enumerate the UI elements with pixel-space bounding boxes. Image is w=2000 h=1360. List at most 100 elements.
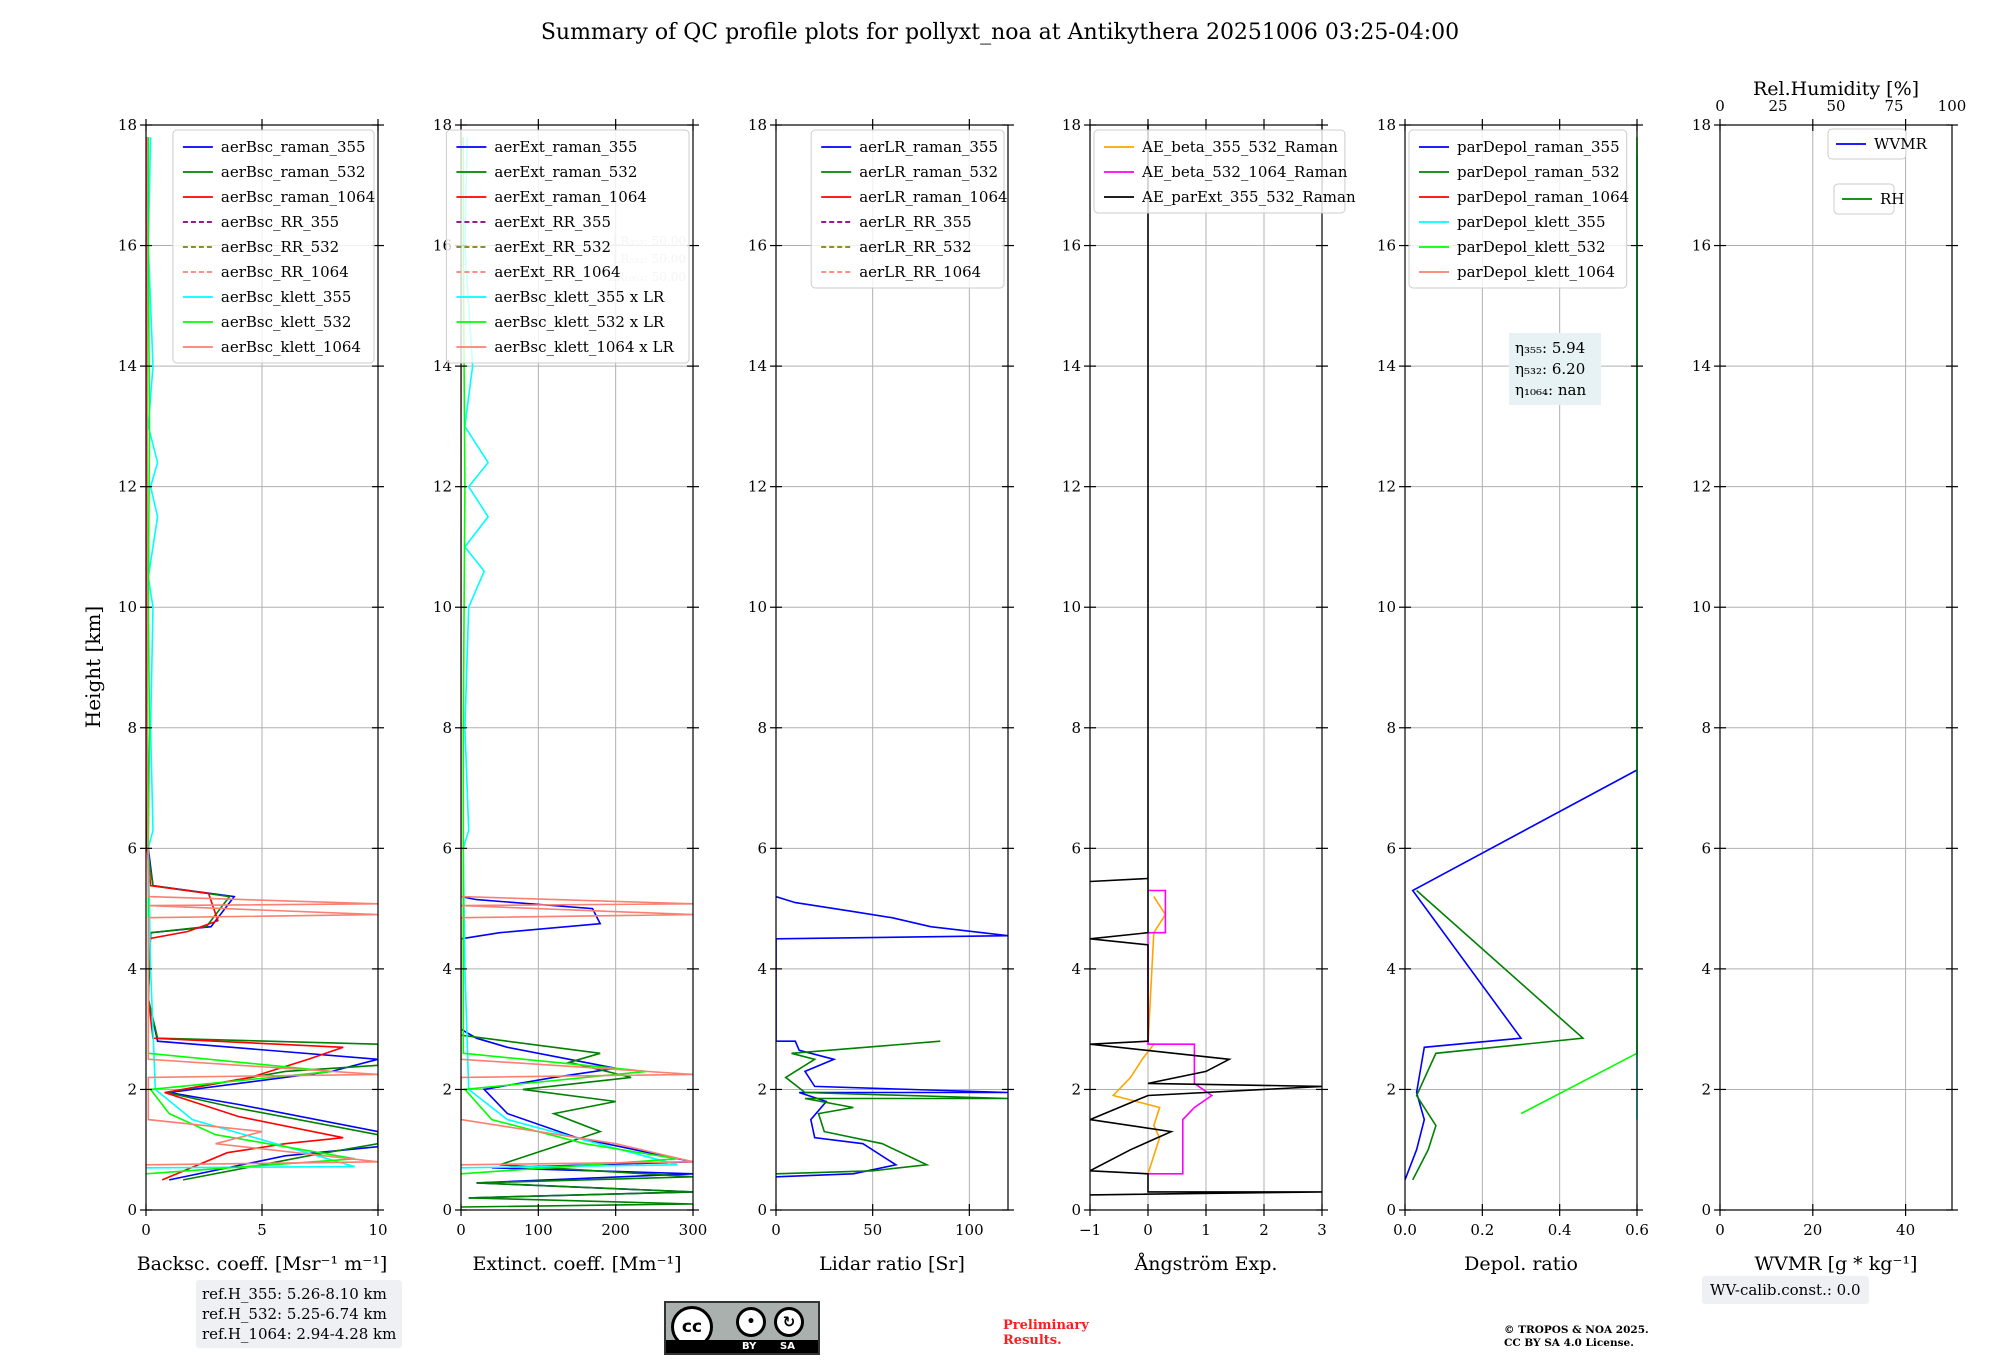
- series-ae-parext-355-532-raman: [1090, 125, 1323, 1196]
- y-tick-label: 6: [1071, 839, 1081, 857]
- legend-label: parDepol_raman_355: [1457, 138, 1620, 156]
- preliminary-note: Preliminary Results.: [1003, 1318, 1089, 1348]
- cc-by-sa-icon: cc • ↻ BY SA: [664, 1301, 820, 1355]
- legend-label: WVMR: [1874, 135, 1928, 153]
- y-tick-label: 4: [127, 960, 137, 978]
- series-aerbsc-klett-532-x-lr: [461, 137, 678, 1175]
- x-tick-label: 0: [771, 1221, 781, 1239]
- x-tick-label: 3: [1317, 1221, 1327, 1239]
- x-tick-label: 200: [601, 1221, 630, 1239]
- series-group: [461, 137, 693, 1208]
- panel-backscatter: 0 2 4 6 8 10 12 14 16 18 0 5 10 Backsc. coeff. [Msr⁻¹…: [118, 116, 388, 1275]
- legend-label: aerBsc_raman_532: [221, 163, 366, 181]
- wv-calibration-box: WV-calib.const.: 0.0: [1702, 1276, 1869, 1304]
- series-ae-beta-532-1064-raman: [1147, 889, 1214, 1175]
- y-tick-label: 12: [1692, 478, 1711, 496]
- legend: aerLR_raman_355 aerLR_raman_532 aerLR_rama…: [810, 129, 1008, 289]
- legend-label: aerLR_raman_1064: [859, 188, 1007, 206]
- y-tick-label: 18: [1692, 116, 1711, 134]
- x-tick-label: 300: [679, 1221, 708, 1239]
- legend-label: aerLR_raman_532: [859, 163, 998, 181]
- y-tick-label: 8: [1701, 719, 1711, 737]
- legend-label: aerExt_raman_532: [494, 163, 637, 181]
- legend: WVMR: [1827, 128, 1928, 160]
- y-tick-label: 16: [1692, 237, 1711, 255]
- y-tick-label: 12: [1377, 478, 1396, 496]
- y-tick-label: 14: [1377, 357, 1396, 375]
- series-aerbsc-klett-355-x-lr: [461, 137, 678, 1169]
- x-tick-label: 100: [524, 1221, 553, 1239]
- x-tick-label: 100: [955, 1221, 984, 1239]
- axes-frame: [1404, 124, 1638, 1211]
- legend-label: aerExt_raman_355: [494, 138, 637, 156]
- series-pardepol-raman-355: [1405, 769, 1638, 1181]
- x-tick-label: 0.4: [1548, 1221, 1572, 1239]
- legend-label: aerExt_RR_355: [494, 213, 611, 231]
- x-tick-label: −1: [1079, 1221, 1101, 1239]
- y-tick-label: 0: [757, 1201, 767, 1219]
- legend: aerBsc_raman_355 aerBsc_raman_532 aerBsc_r…: [172, 129, 375, 364]
- eta-value: η₁₀₆₄: nan: [1515, 381, 1586, 399]
- legend-label: AE_beta_532_1064_Raman: [1141, 163, 1348, 181]
- axes-frame: [460, 124, 694, 1211]
- y-tick-label: 10: [748, 598, 767, 616]
- axes-frame: [775, 124, 1009, 1211]
- y-tick-label: 2: [1701, 1080, 1711, 1098]
- legend: AE_beta_355_532_Raman AE_beta_532_1064_Ra…: [1093, 129, 1356, 214]
- series-group: [1405, 137, 1638, 1181]
- legend-label: RH: [1880, 190, 1904, 208]
- y-tick-label: 14: [748, 357, 767, 375]
- y-tick-label: 2: [442, 1080, 452, 1098]
- y-tick-label: 8: [757, 719, 767, 737]
- x-tick-label: 0: [141, 1221, 151, 1239]
- y-tick-label: 2: [1386, 1080, 1396, 1098]
- legend-label: parDepol_raman_532: [1457, 163, 1620, 181]
- y-tick-label: 6: [127, 839, 137, 857]
- eta-value: η₅₃₂: 6.20: [1515, 360, 1585, 378]
- y-tick-label: 14: [118, 357, 137, 375]
- x-tick-label: 10: [368, 1221, 387, 1239]
- cc-by-label: BY: [742, 1341, 757, 1352]
- y-tick-label: 18: [433, 116, 452, 134]
- legend-label: parDepol_klett_532: [1457, 238, 1606, 256]
- y-tick-label: 0: [442, 1201, 452, 1219]
- x-tick-label: 40: [1896, 1221, 1915, 1239]
- eta-value: η₃₅₅: 5.94: [1515, 339, 1585, 357]
- y-tick-label: 10: [433, 598, 452, 616]
- legend-label: aerBsc_klett_532 x LR: [494, 313, 665, 331]
- eta-box: η₃₅₅: 5.94 η₅₃₂: 6.20 η₁₀₆₄: nan: [1509, 333, 1601, 405]
- legend: parDepol_raman_355 parDepol_raman_532 parD…: [1408, 129, 1629, 289]
- legend-label: aerBsc_klett_355 x LR: [494, 288, 665, 306]
- legend-label: parDepol_klett_355: [1457, 213, 1606, 231]
- y-tick-label: 10: [118, 598, 137, 616]
- y-tick-label: 6: [1386, 839, 1396, 857]
- legend-label: aerBsc_RR_1064: [221, 263, 349, 281]
- legend-label: parDepol_raman_1064: [1457, 188, 1629, 206]
- legend-label: aerBsc_raman_1064: [221, 188, 375, 206]
- legend-label: aerExt_RR_532: [494, 238, 611, 256]
- legend-label: aerBsc_klett_1064: [221, 338, 361, 356]
- y-tick-label: 12: [748, 478, 767, 496]
- legend-label: aerBsc_klett_532: [221, 313, 352, 331]
- legend-label: parDepol_klett_1064: [1457, 263, 1615, 281]
- series-aerext-raman-532: [461, 1034, 693, 1208]
- figure-title: Summary of QC profile plots for pollyxt_…: [540, 20, 1460, 45]
- reference-height-box: ref.H_355: 5.26-8.10 km ref.H_532: 5.25-…: [196, 1280, 403, 1348]
- x-axis-label: Backsc. coeff. [Msr⁻¹ m⁻¹]: [137, 1253, 388, 1275]
- legend-label: aerBsc_RR_355: [221, 213, 339, 231]
- y-tick-label: 16: [1062, 237, 1081, 255]
- y-tick-label: 12: [433, 478, 452, 496]
- y-tick-label: 10: [1062, 598, 1081, 616]
- y-tick-label: 18: [1062, 116, 1081, 134]
- y-tick-label: 18: [118, 116, 137, 134]
- y-axis-label: Height [km]: [81, 606, 105, 728]
- x2-tick-label: 100: [1938, 97, 1967, 115]
- y-tick-label: 4: [1701, 960, 1711, 978]
- x2-axis-label: Rel.Humidity [%]: [1753, 78, 1919, 100]
- y-tick-label: 8: [127, 719, 137, 737]
- y-tick-label: 8: [442, 719, 452, 737]
- series-pardepol-raman-532: [1411, 889, 1585, 1181]
- y-tick-label: 18: [1377, 116, 1396, 134]
